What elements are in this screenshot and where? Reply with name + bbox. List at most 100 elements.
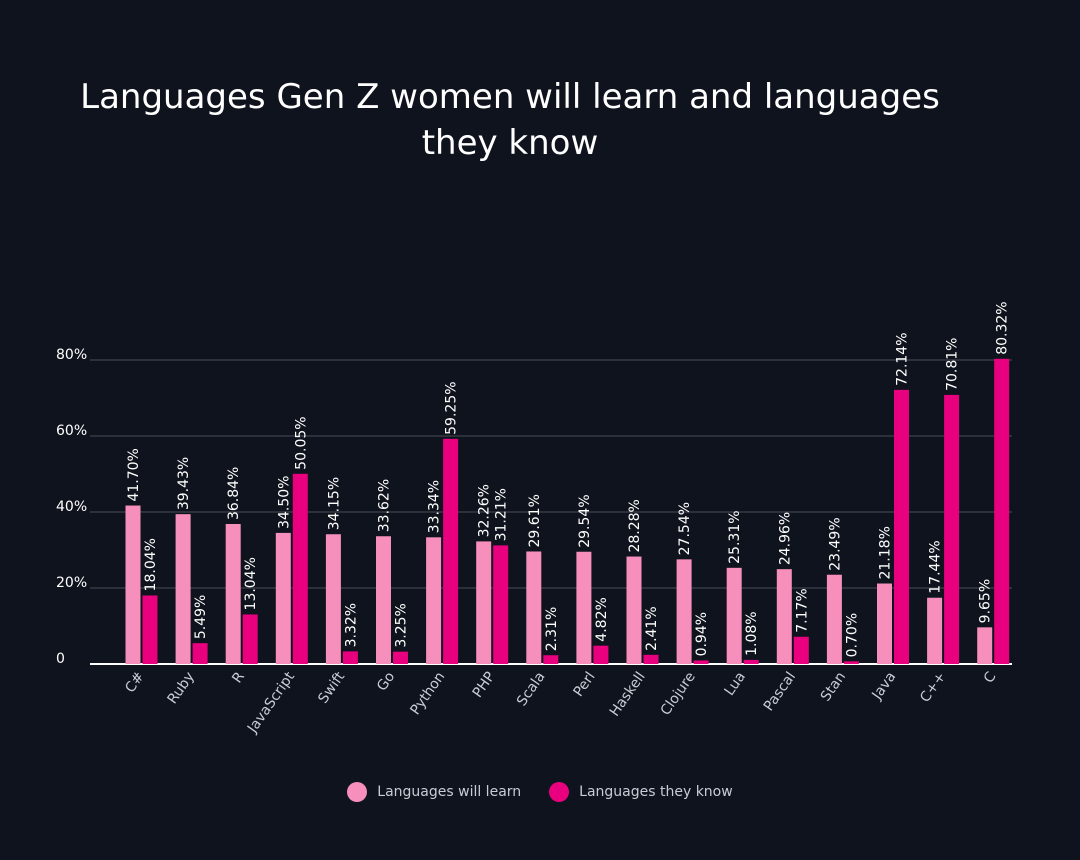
- bar-will-learn[interactable]: [726, 567, 742, 664]
- bar-will-learn[interactable]: [776, 569, 792, 664]
- legend-swatch-will-learn: [347, 782, 368, 802]
- data-label: 5.49%: [193, 595, 209, 639]
- bar-they-know[interactable]: [192, 643, 208, 664]
- x-tick-label: Python: [407, 669, 448, 718]
- x-tick-label: Lua: [722, 669, 749, 699]
- x-tick-label: C#: [122, 669, 147, 696]
- chart-title: Languages Gen Z women will learn and lan…: [80, 77, 940, 163]
- x-tick-label: R: [229, 669, 248, 686]
- legend-item-they-know[interactable]: Languages they know: [549, 782, 733, 802]
- bar-will-learn[interactable]: [476, 541, 492, 664]
- data-label: 32.26%: [477, 484, 493, 537]
- data-label: 17.44%: [928, 540, 944, 593]
- data-label: 23.49%: [827, 517, 843, 570]
- y-tick-label: 20%: [56, 575, 87, 591]
- data-label: 0.94%: [694, 612, 710, 656]
- bar-they-know[interactable]: [292, 473, 308, 664]
- y-tick-label: 0: [56, 651, 65, 667]
- y-tick-label: 80%: [56, 347, 87, 363]
- data-label: 36.84%: [226, 467, 242, 520]
- data-label: 2.31%: [544, 607, 560, 651]
- data-label: 28.28%: [627, 499, 643, 552]
- bar-will-learn[interactable]: [977, 627, 993, 664]
- data-label: 33.62%: [377, 479, 393, 532]
- data-label: 27.54%: [677, 502, 693, 555]
- data-label: 13.04%: [243, 557, 259, 610]
- legend-swatch-they-know: [549, 782, 570, 802]
- data-label: 24.96%: [777, 512, 793, 565]
- x-tick-label: Perl: [571, 669, 599, 700]
- bar-will-learn[interactable]: [175, 514, 191, 664]
- data-label: 21.18%: [878, 526, 894, 579]
- bar-will-learn[interactable]: [626, 556, 642, 664]
- legend-label-will-learn: Languages will learn: [377, 784, 522, 800]
- bar-will-learn[interactable]: [275, 532, 291, 664]
- data-label: 3.32%: [343, 603, 359, 647]
- x-tick-label: JavaScript: [244, 669, 298, 737]
- legend-item-will-learn[interactable]: Languages will learn: [347, 782, 521, 802]
- data-label: 80.32%: [995, 301, 1011, 354]
- bar-will-learn[interactable]: [676, 559, 692, 664]
- x-tick-label: C++: [917, 669, 949, 705]
- bar-they-know[interactable]: [393, 651, 408, 664]
- bar-they-know[interactable]: [543, 655, 559, 664]
- data-label: 34.50%: [276, 476, 292, 529]
- y-tick-label: 60%: [56, 423, 87, 439]
- bar-will-learn[interactable]: [526, 551, 542, 664]
- bar-they-know[interactable]: [894, 389, 909, 664]
- data-label: 1.08%: [744, 611, 760, 655]
- bar-they-know[interactable]: [142, 595, 158, 664]
- bar-they-know[interactable]: [693, 660, 709, 664]
- data-label: 59.25%: [444, 381, 460, 434]
- data-label: 39.43%: [176, 457, 192, 510]
- data-label: 41.70%: [126, 448, 142, 501]
- data-label: 0.70%: [844, 613, 860, 657]
- data-label: 33.34%: [427, 480, 443, 533]
- x-tick-label: Haskell: [607, 669, 649, 719]
- bar-they-know[interactable]: [443, 438, 459, 664]
- bar-they-know[interactable]: [743, 659, 759, 664]
- bar-they-know[interactable]: [793, 636, 809, 664]
- x-tick-label: Swift: [315, 669, 348, 707]
- bar-they-know[interactable]: [843, 661, 859, 664]
- bar-they-know[interactable]: [242, 614, 258, 664]
- data-label: 34.15%: [326, 477, 342, 530]
- data-label: 18.04%: [143, 538, 159, 591]
- x-tick-label: Scala: [514, 669, 549, 709]
- x-tick-label: Java: [869, 669, 900, 703]
- bar-they-know[interactable]: [944, 394, 960, 664]
- bar-will-learn[interactable]: [426, 537, 442, 664]
- x-tick-label: C: [981, 669, 1000, 686]
- bar-will-learn[interactable]: [376, 536, 391, 664]
- data-label: 29.61%: [527, 494, 543, 547]
- bar-they-know[interactable]: [593, 645, 609, 664]
- data-label: 29.54%: [577, 494, 593, 547]
- data-label: 25.31%: [727, 510, 743, 563]
- bar-they-know[interactable]: [643, 654, 659, 664]
- x-tick-label: Go: [374, 669, 398, 694]
- data-label: 50.05%: [293, 416, 309, 469]
- bar-they-know[interactable]: [493, 545, 509, 664]
- data-label: 72.14%: [895, 332, 911, 385]
- bar-they-know[interactable]: [342, 651, 358, 664]
- bar-will-learn[interactable]: [927, 597, 943, 664]
- bar-they-know[interactable]: [994, 358, 1010, 664]
- bar-will-learn[interactable]: [325, 534, 341, 664]
- bar-will-learn[interactable]: [225, 524, 241, 664]
- bar-will-learn[interactable]: [576, 551, 592, 664]
- bar-will-learn[interactable]: [877, 583, 892, 664]
- x-tick-label: PHP: [470, 669, 499, 701]
- x-tick-label: Clojure: [658, 669, 699, 718]
- x-tick-label: Pascal: [761, 669, 799, 714]
- data-label: 70.81%: [945, 338, 961, 391]
- y-tick-label: 40%: [56, 499, 87, 515]
- data-label: 7.17%: [794, 588, 810, 632]
- data-label: 4.82%: [594, 597, 610, 641]
- legend-label-they-know: Languages they know: [579, 784, 733, 800]
- data-label: 3.25%: [394, 603, 410, 647]
- bar-will-learn[interactable]: [826, 574, 842, 664]
- x-tick-label: Stan: [818, 669, 849, 704]
- bar-will-learn[interactable]: [125, 505, 141, 664]
